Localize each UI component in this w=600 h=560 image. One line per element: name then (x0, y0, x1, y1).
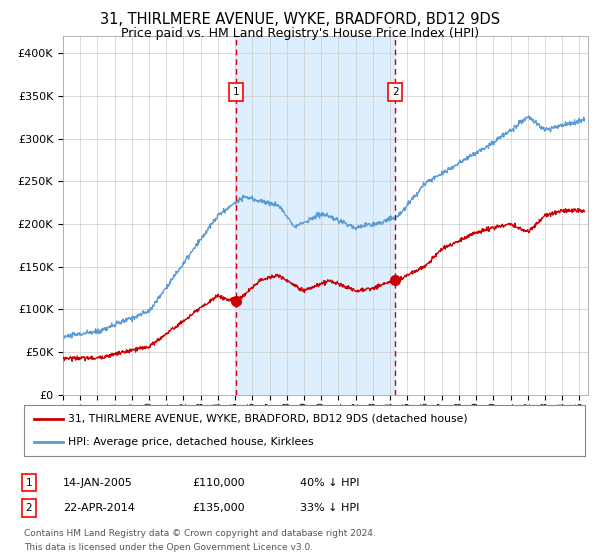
Text: £135,000: £135,000 (192, 503, 245, 513)
Text: This data is licensed under the Open Government Licence v3.0.: This data is licensed under the Open Gov… (24, 543, 313, 552)
Text: 31, THIRLMERE AVENUE, WYKE, BRADFORD, BD12 9DS (detached house): 31, THIRLMERE AVENUE, WYKE, BRADFORD, BD… (68, 414, 467, 424)
Text: 2: 2 (25, 503, 32, 513)
Text: 1: 1 (233, 87, 239, 97)
Text: 2: 2 (392, 87, 398, 97)
Text: 14-JAN-2005: 14-JAN-2005 (63, 478, 133, 488)
Text: 40% ↓ HPI: 40% ↓ HPI (300, 478, 359, 488)
Text: HPI: Average price, detached house, Kirklees: HPI: Average price, detached house, Kirk… (68, 437, 313, 447)
Text: Contains HM Land Registry data © Crown copyright and database right 2024.: Contains HM Land Registry data © Crown c… (24, 529, 376, 538)
Text: 33% ↓ HPI: 33% ↓ HPI (300, 503, 359, 513)
Text: £110,000: £110,000 (192, 478, 245, 488)
Bar (236, 36, 395, 395)
Text: 1: 1 (25, 478, 32, 488)
Text: 22-APR-2014: 22-APR-2014 (63, 503, 135, 513)
Text: Price paid vs. HM Land Registry's House Price Index (HPI): Price paid vs. HM Land Registry's House … (121, 27, 479, 40)
Text: 31, THIRLMERE AVENUE, WYKE, BRADFORD, BD12 9DS: 31, THIRLMERE AVENUE, WYKE, BRADFORD, BD… (100, 12, 500, 27)
